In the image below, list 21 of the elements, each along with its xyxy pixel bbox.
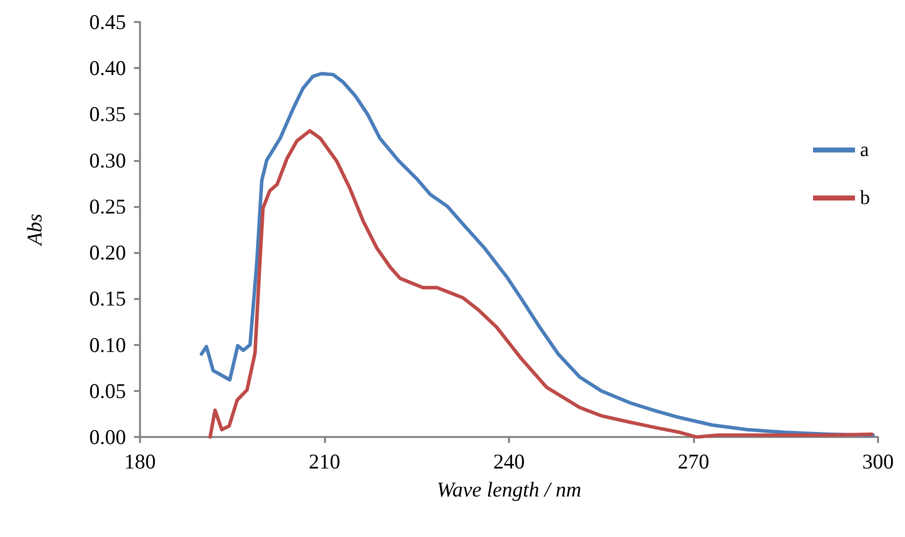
y-tick-label: 0.15 [89,286,126,311]
legend-label: a [860,139,869,161]
y-tick-label: 0.20 [89,240,126,265]
x-tick-label: 210 [308,450,340,474]
x-tick-label: 180 [124,450,156,474]
y-axis-title: Abs [22,214,46,248]
y-tick-label: 0.05 [89,378,126,403]
x-tick-label: 300 [862,450,894,474]
line-series [200,72,875,437]
x-tick-label: 270 [678,450,710,474]
legend-label: b [860,187,870,209]
y-tick-label: 0.00 [89,425,126,449]
y-tick-label: 0.10 [89,332,126,357]
y-tick-label: 0.45 [89,10,126,34]
y-tick-label: 0.30 [89,148,126,172]
y-tick-label: 0.35 [89,102,126,126]
y-tick-label: 0.40 [89,56,126,80]
x-tick-label: 240 [493,450,525,474]
y-tick-label: 0.25 [89,194,126,218]
line-series [208,129,874,439]
x-axis-title: Wave length / nm [436,478,582,502]
